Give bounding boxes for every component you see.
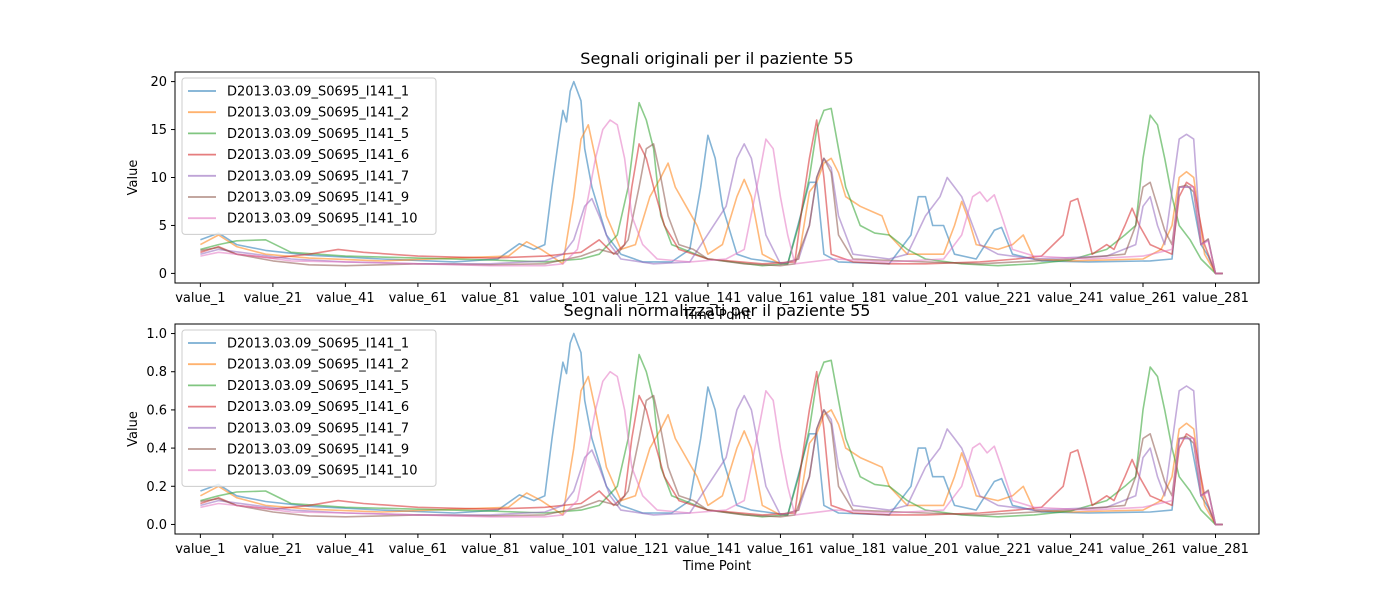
normalized-y-tick-label: 0.2 bbox=[146, 480, 167, 495]
normalized-series-group bbox=[200, 332, 1223, 526]
original-x-tick-label: value_281 bbox=[1182, 291, 1249, 306]
normalized-x-tick-label: value_261 bbox=[1110, 542, 1177, 557]
original-y-tick-label: 15 bbox=[150, 123, 167, 138]
normalized-legend-label-7: D2013.03.09_S0695_I141_10 bbox=[227, 464, 417, 479]
original-x-tick-label: value_241 bbox=[1037, 291, 1104, 306]
original-x-tick-label: value_61 bbox=[389, 291, 448, 306]
original-x-axis-label: Time Point bbox=[682, 308, 751, 323]
original-x-tick-label: value_141 bbox=[675, 291, 742, 306]
normalized-x-tick-label: value_161 bbox=[747, 542, 814, 557]
original-legend-label-7: D2013.03.09_S0695_I141_10 bbox=[227, 212, 417, 227]
original-series-group bbox=[200, 80, 1223, 275]
chart-normalized-signals: value_1 value_21 value_41 value_61 value_81 v… bbox=[126, 301, 1260, 574]
normalized-x-tick-label: value_141 bbox=[675, 542, 742, 557]
original-legend-label-3: D2013.03.09_S0695_I141_5 bbox=[227, 127, 409, 142]
normalized-legend-label-2: D2013.03.09_S0695_I141_2 bbox=[227, 358, 409, 373]
original-y-tick-label: 0 bbox=[159, 267, 167, 282]
normalized-y-tick-label: 0.4 bbox=[146, 442, 167, 457]
original-x-tick-label: value_81 bbox=[461, 291, 520, 306]
normalized-x-tick-label: value_201 bbox=[892, 542, 959, 557]
normalized-x-tick-label: value_281 bbox=[1182, 542, 1249, 557]
normalized-legend-label-3: D2013.03.09_S0695_I141_5 bbox=[227, 379, 409, 394]
original-legend-box bbox=[181, 77, 437, 235]
original-x-tick-label: value_201 bbox=[892, 291, 959, 306]
original-y-axis-label: Value bbox=[126, 160, 141, 196]
original-legend-label-6: D2013.03.09_S0695_I141_9 bbox=[227, 191, 409, 206]
normalized-x-tick-label: value_61 bbox=[389, 542, 448, 557]
normalized-legend: D2013.03.09_S0695_I141_1 D2013.03.09_S069… bbox=[181, 329, 437, 487]
normalized-legend-box bbox=[181, 329, 437, 487]
normalized-x-tick-label: value_21 bbox=[244, 542, 303, 557]
original-x-tick-label: value_161 bbox=[747, 291, 814, 306]
original-legend-label-4: D2013.03.09_S0695_I141_6 bbox=[227, 148, 409, 163]
original-x-tick-label: value_101 bbox=[530, 291, 597, 306]
normalized-x-tick-label: value_221 bbox=[965, 542, 1032, 557]
original-x-tick-label: value_261 bbox=[1110, 291, 1177, 306]
original-x-tick-label: value_181 bbox=[820, 291, 887, 306]
original-x-tick-label: value_221 bbox=[965, 291, 1032, 306]
normalized-legend-label-6: D2013.03.09_S0695_I141_9 bbox=[227, 443, 409, 458]
original-y-tick-label: 5 bbox=[159, 219, 167, 234]
normalized-legend-label-1: D2013.03.09_S0695_I141_1 bbox=[227, 337, 409, 352]
original-legend-label-1: D2013.03.09_S0695_I141_1 bbox=[227, 85, 409, 100]
normalized-y-tick-label: 0.0 bbox=[146, 518, 167, 533]
normalized-axes-frame bbox=[174, 323, 1260, 535]
original-y-tick-label: 20 bbox=[150, 75, 167, 90]
original-chart-title: Segnali originali per il paziente 55 bbox=[580, 49, 853, 68]
original-y-tick-label: 10 bbox=[150, 171, 167, 186]
chart-original-signals: value_1 value_21 value_41 value_61 value_81 v… bbox=[126, 49, 1260, 323]
original-x-tick-label: value_1 bbox=[175, 291, 225, 306]
original-legend-label-2: D2013.03.09_S0695_I141_2 bbox=[227, 106, 409, 121]
normalized-x-tick-label: value_121 bbox=[602, 542, 669, 557]
normalized-legend-label-5: D2013.03.09_S0695_I141_7 bbox=[227, 421, 409, 436]
normalized-x-tick-label: value_181 bbox=[820, 542, 887, 557]
normalized-x-tick-label: value_101 bbox=[530, 542, 597, 557]
original-x-tick-label: value_21 bbox=[244, 291, 303, 306]
normalized-x-tick-label: value_241 bbox=[1037, 542, 1104, 557]
original-series-line-4 bbox=[200, 119, 1223, 275]
normalized-x-axis-label: Time Point bbox=[682, 559, 751, 574]
normalized-y-tick-label: 0.6 bbox=[146, 403, 167, 418]
normalized-x-tick-label: value_1 bbox=[175, 542, 225, 557]
normalized-y-axis-label: Value bbox=[126, 411, 141, 447]
original-x-tick-label: value_121 bbox=[602, 291, 669, 306]
normalized-y-tick-label: 1.0 bbox=[146, 327, 167, 342]
normalized-x-tick-label: value_41 bbox=[316, 542, 375, 557]
original-legend-label-5: D2013.03.09_S0695_I141_7 bbox=[227, 169, 409, 184]
original-legend: D2013.03.09_S0695_I141_1 D2013.03.09_S069… bbox=[181, 77, 437, 235]
normalized-legend-label-4: D2013.03.09_S0695_I141_6 bbox=[227, 400, 409, 415]
normalized-series-line-4 bbox=[200, 370, 1223, 526]
original-x-tick-label: value_41 bbox=[316, 291, 375, 306]
normalized-y-tick-label: 0.8 bbox=[146, 365, 167, 380]
normalized-x-tick-label: value_81 bbox=[461, 542, 520, 557]
original-series-line-7 bbox=[200, 119, 1223, 275]
normalized-chart-title: Segnali normalizzati per il paziente 55 bbox=[564, 301, 871, 320]
normalized-series-line-7 bbox=[200, 370, 1223, 526]
